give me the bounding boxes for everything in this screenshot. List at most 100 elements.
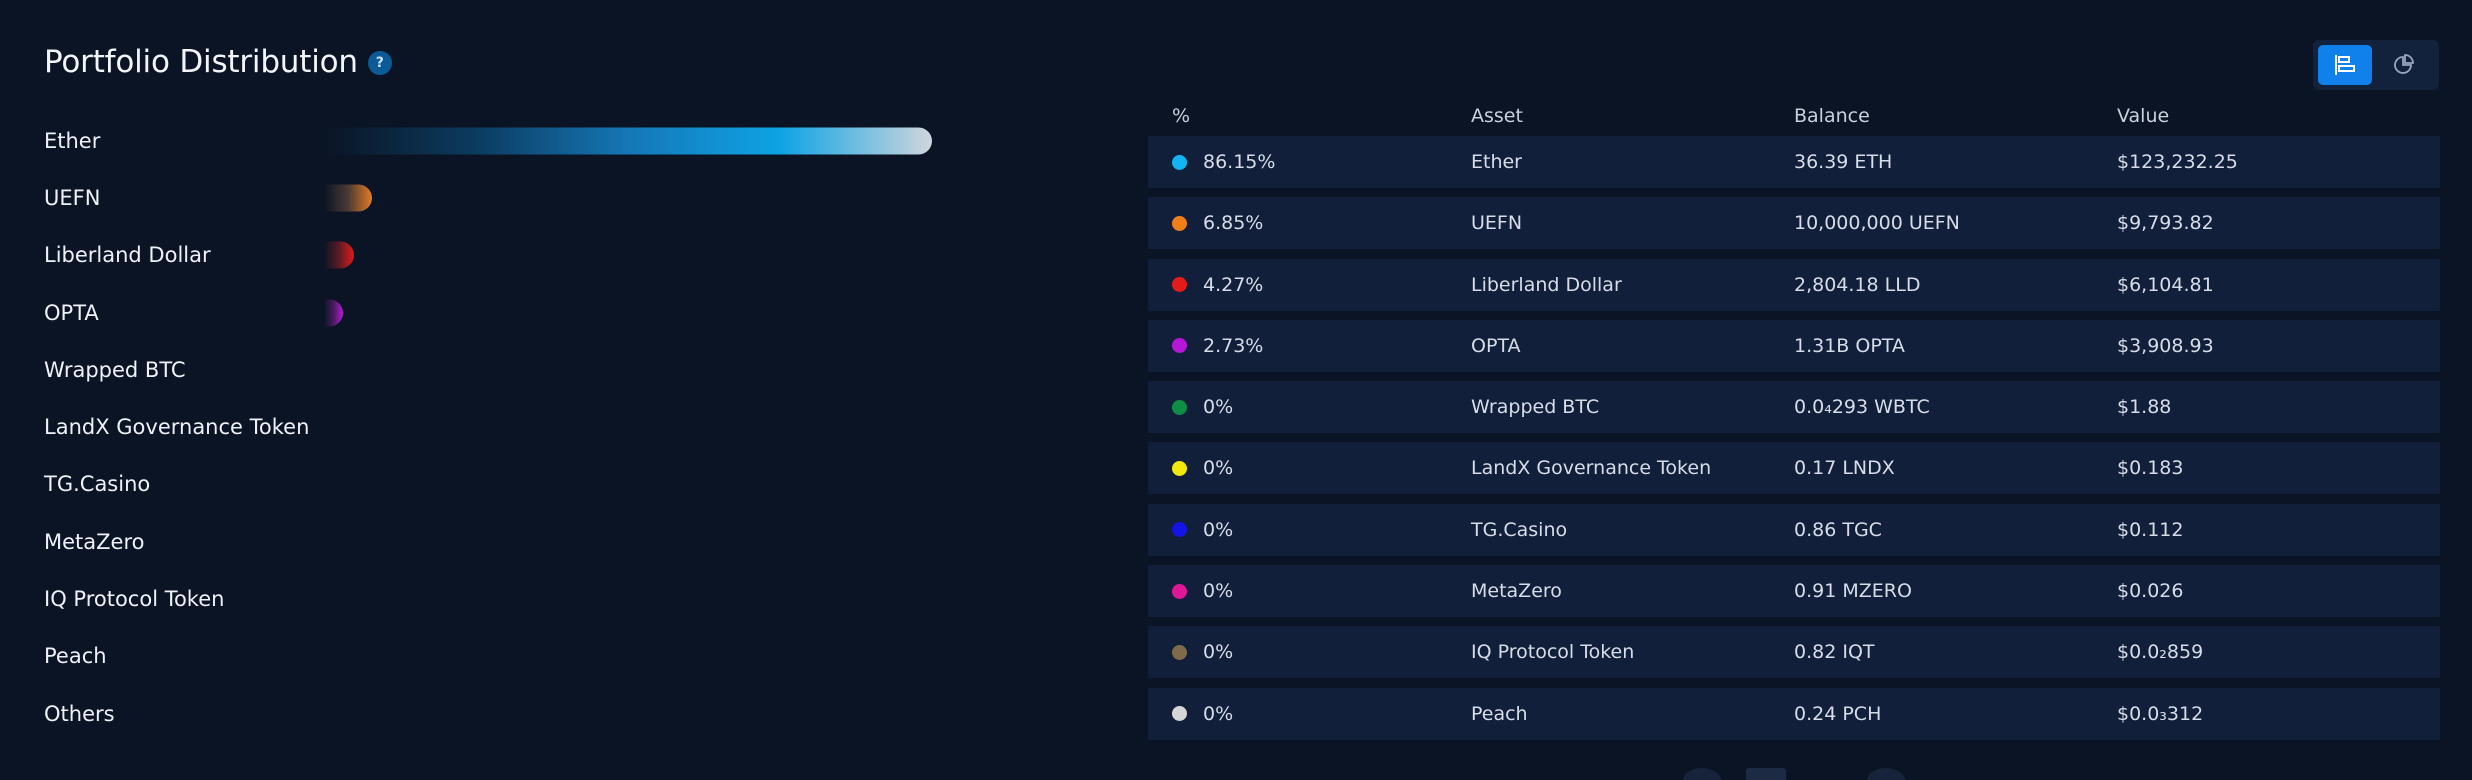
cell-value: $0.183 xyxy=(2117,457,2184,480)
cell-balance: 0.82 IQT xyxy=(1794,641,1875,664)
cell-balance: 36.39 ETH xyxy=(1794,151,1893,173)
cell-asset: UEFN xyxy=(1471,212,1523,235)
cell-balance: 1.31B OPTA xyxy=(1794,334,1905,357)
pagination-prev-hint[interactable] xyxy=(1682,768,1722,780)
cell-asset: Liberland Dollar xyxy=(1471,273,1622,296)
pagination-next-hint[interactable] xyxy=(1866,768,1906,780)
cell-asset: OPTA xyxy=(1471,334,1521,357)
table-row[interactable]: 86.15% Ether 36.39 ETH $123,232.25 xyxy=(1148,136,2440,188)
distribution-row: MetaZero xyxy=(44,513,1044,570)
distribution-row: LandX Governance Token xyxy=(44,398,1044,455)
percent-text: 0% xyxy=(1203,518,1234,541)
asset-color-dot-icon xyxy=(1172,644,1187,660)
header-value: Value xyxy=(2117,105,2170,127)
assets-table: % Asset Balance Value 86.15% Ether 36.39 E… xyxy=(1148,96,2440,749)
table-row[interactable]: 2.73% OPTA 1.31B OPTA $3,908.93 xyxy=(1148,319,2440,372)
distribution-row: TG.Casino xyxy=(44,456,1044,513)
asset-color-dot-icon xyxy=(1172,399,1187,415)
cell-asset: IQ Protocol Token xyxy=(1471,641,1635,664)
cell-balance: 0.17 LNDX xyxy=(1794,457,1895,480)
distribution-label: IQ Protocol Token xyxy=(44,587,225,612)
cell-percent: 0% xyxy=(1148,703,1471,725)
distribution-row: Peach xyxy=(44,628,1044,685)
cell-value: $3,908.93 xyxy=(2117,334,2214,357)
table-row[interactable]: 0% IQ Protocol Token 0.82 IQT $0.0₂859 xyxy=(1148,626,2440,679)
distribution-label: MetaZero xyxy=(44,529,145,554)
table-row[interactable]: 0% MetaZero 0.91 MZERO $0.026 xyxy=(1148,565,2440,618)
cell-percent: 6.85% xyxy=(1148,212,1471,234)
distribution-row: Liberland Dollar xyxy=(44,227,1044,284)
bar-chart-icon xyxy=(2335,55,2355,75)
distribution-label: TG.Casino xyxy=(44,472,151,497)
cell-percent: 0% xyxy=(1148,457,1471,479)
distribution-row: Wrapped BTC xyxy=(44,341,1044,398)
table-row[interactable]: 4.27% Liberland Dollar 2,804.18 LLD $6,104.… xyxy=(1148,258,2440,311)
asset-color-dot-icon xyxy=(1172,154,1187,170)
distribution-bar xyxy=(324,184,373,212)
cell-value: $123,232.25 xyxy=(2117,151,2238,173)
asset-color-dot-icon xyxy=(1172,277,1187,293)
cell-percent: 0% xyxy=(1148,641,1471,663)
distribution-row: Others xyxy=(44,685,1044,742)
table-row[interactable]: 0% Wrapped BTC 0.0₄293 WBTC $1.88 xyxy=(1148,381,2440,434)
cell-balance: 2,804.18 LLD xyxy=(1794,273,1921,296)
cell-balance: 0.0₄293 WBTC xyxy=(1794,396,1930,419)
bar-view-button[interactable] xyxy=(2318,45,2372,85)
percent-text: 0% xyxy=(1203,396,1234,419)
cell-asset: TG.Casino xyxy=(1471,518,1568,541)
distribution-bar xyxy=(324,127,932,155)
view-toggle xyxy=(2313,40,2439,90)
cell-value: $9,793.82 xyxy=(2117,212,2214,235)
header-percent: % xyxy=(1172,105,1191,127)
cell-value: $0.112 xyxy=(2117,518,2184,541)
cell-asset: Ether xyxy=(1471,151,1522,173)
percent-text: 86.15% xyxy=(1203,151,1276,173)
asset-color-dot-icon xyxy=(1172,215,1187,231)
table-row[interactable]: 6.85% UEFN 10,000,000 UEFN $9,793.82 xyxy=(1148,197,2440,250)
distribution-label: Peach xyxy=(44,644,107,669)
percent-text: 4.27% xyxy=(1203,273,1264,296)
distribution-label: Liberland Dollar xyxy=(44,243,211,268)
header: Portfolio Distribution ? xyxy=(44,44,392,80)
pagination-current-hint[interactable] xyxy=(1746,768,1786,780)
pie-view-button[interactable] xyxy=(2376,45,2430,85)
distribution-list: Ether UEFN Liberland Dollar OPTA Wrapped BTC… xyxy=(44,112,1044,742)
asset-color-dot-icon xyxy=(1172,583,1187,599)
distribution-label: OPTA xyxy=(44,300,99,325)
table-header: % Asset Balance Value xyxy=(1148,96,2440,136)
cell-percent: 4.27% xyxy=(1148,274,1471,296)
cell-asset: MetaZero xyxy=(1471,580,1562,603)
distribution-row: Ether xyxy=(44,112,1044,169)
cell-percent: 0% xyxy=(1148,580,1471,602)
distribution-label: UEFN xyxy=(44,185,101,210)
cell-percent: 86.15% xyxy=(1148,151,1471,173)
percent-text: 0% xyxy=(1203,641,1234,664)
cell-value: $1.88 xyxy=(2117,396,2172,419)
distribution-row: IQ Protocol Token xyxy=(44,570,1044,627)
distribution-row: UEFN xyxy=(44,169,1044,226)
percent-text: 0% xyxy=(1203,457,1234,480)
table-row[interactable]: 0% LandX Governance Token 0.17 LNDX $0.183 xyxy=(1148,442,2440,495)
cell-value: $0.0₃312 xyxy=(2117,702,2204,725)
percent-text: 0% xyxy=(1203,702,1234,725)
asset-color-dot-icon xyxy=(1172,338,1187,354)
header-asset: Asset xyxy=(1471,105,1523,127)
distribution-label: Others xyxy=(44,701,115,726)
cell-balance: 10,000,000 UEFN xyxy=(1794,212,1960,235)
distribution-bar xyxy=(324,299,344,327)
percent-text: 0% xyxy=(1203,580,1234,603)
cell-asset: Peach xyxy=(1471,702,1528,725)
distribution-row: OPTA xyxy=(44,284,1044,341)
table-row[interactable]: 0% TG.Casino 0.86 TGC $0.112 xyxy=(1148,503,2440,556)
table-body: 86.15% Ether 36.39 ETH $123,232.25 6.85% UEFN… xyxy=(1148,136,2440,740)
cell-value: $0.026 xyxy=(2117,580,2184,603)
header-balance: Balance xyxy=(1794,105,1870,127)
cell-value: $0.0₂859 xyxy=(2117,641,2204,664)
asset-color-dot-icon xyxy=(1172,460,1187,476)
table-row[interactable]: 0% Peach 0.24 PCH $0.0₃312 xyxy=(1148,687,2440,740)
help-circle-icon[interactable]: ? xyxy=(367,51,392,75)
cell-balance: 0.91 MZERO xyxy=(1794,580,1912,603)
cell-balance: 0.24 PCH xyxy=(1794,702,1882,725)
distribution-label: LandX Governance Token xyxy=(44,415,310,440)
